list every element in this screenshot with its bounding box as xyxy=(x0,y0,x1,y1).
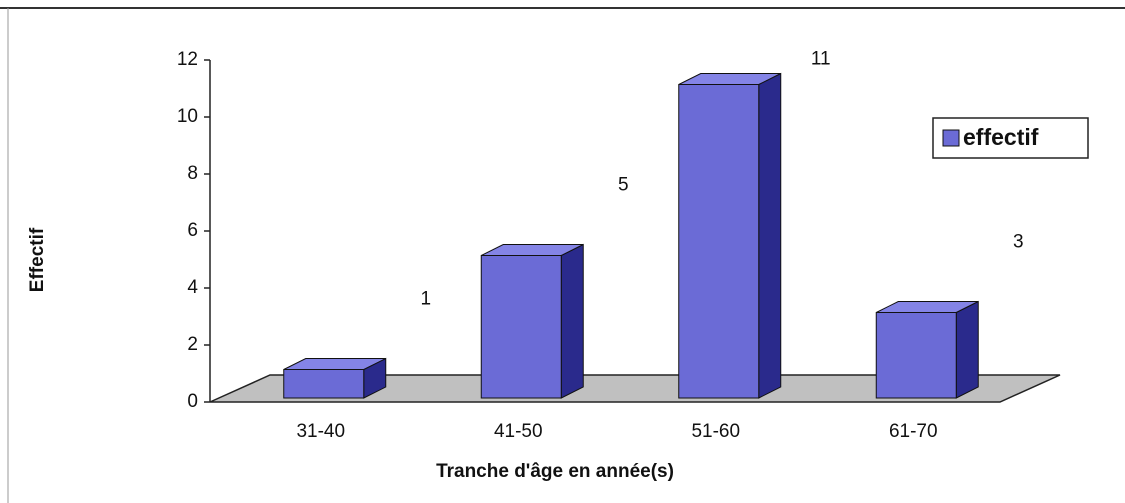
y-axis-label: Effectif xyxy=(27,227,48,292)
x-tick-label: 51-60 xyxy=(691,421,740,442)
bar xyxy=(875,312,957,399)
data-label: 5 xyxy=(618,175,629,196)
y-tick-label: 6 xyxy=(187,220,198,241)
data-label: 1 xyxy=(420,289,431,310)
bar-side xyxy=(758,72,782,399)
y-tick-label: 10 xyxy=(177,106,198,127)
x-axis-label: Tranche d'âge en année(s) xyxy=(436,461,674,482)
bar-side xyxy=(560,243,584,399)
y-tick-label: 8 xyxy=(187,163,198,184)
y-tick-label: 2 xyxy=(187,334,198,355)
y-tick-label: 4 xyxy=(187,277,198,298)
x-tick-label: 61-70 xyxy=(889,421,938,442)
y-tick-label: 0 xyxy=(187,391,198,412)
data-label: 11 xyxy=(811,49,831,70)
bar xyxy=(283,369,365,399)
legend-swatch xyxy=(942,129,960,147)
bar-side xyxy=(955,300,979,399)
bar xyxy=(678,84,760,399)
x-tick-label: 41-50 xyxy=(494,421,543,442)
y-tick-label: 12 xyxy=(177,49,198,70)
data-label: 3 xyxy=(1013,232,1024,253)
bar xyxy=(480,255,562,399)
x-tick-label: 31-40 xyxy=(296,421,345,442)
floor xyxy=(209,374,1061,403)
legend-label: effectif xyxy=(963,124,1039,150)
